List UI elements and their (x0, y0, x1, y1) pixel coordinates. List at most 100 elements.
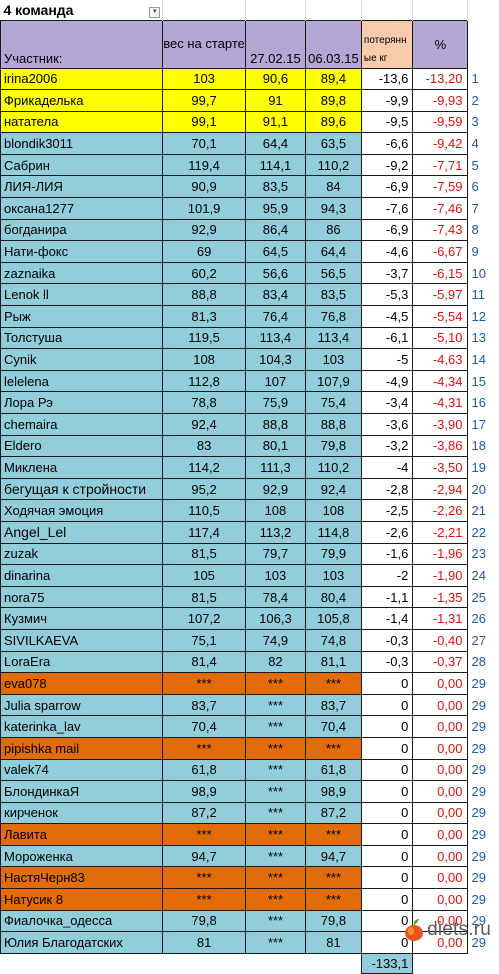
rank-cell[interactable]: 29 (468, 716, 499, 738)
rank-cell[interactable]: 18 (468, 435, 499, 457)
weight-date1-cell[interactable]: 83,5 (245, 176, 305, 198)
weight-date2-cell[interactable]: 94,3 (305, 198, 361, 220)
start-weight-cell[interactable]: 98,9 (163, 781, 246, 803)
percent-cell[interactable]: 0,00 (413, 889, 468, 911)
weight-date2-cell[interactable]: 76,8 (305, 306, 361, 328)
rank-cell[interactable]: 29 (468, 845, 499, 867)
start-weight-cell[interactable]: 75,1 (163, 629, 246, 651)
participant-name-cell[interactable]: Angel_Lel (1, 521, 163, 543)
rank-cell[interactable]: 29 (468, 694, 499, 716)
start-weight-cell[interactable]: 88,8 (163, 284, 246, 306)
header-date-2[interactable]: 06.03.15 (305, 20, 361, 68)
lost-kg-cell[interactable]: -6,1 (361, 327, 412, 349)
participant-name-cell[interactable]: Lenok ll (1, 284, 163, 306)
weight-date1-cell[interactable]: 113,2 (245, 521, 305, 543)
weight-date2-cell[interactable]: 110,2 (305, 154, 361, 176)
rank-cell[interactable]: 13 (468, 327, 499, 349)
start-weight-cell[interactable]: 70,1 (163, 133, 246, 155)
lost-kg-cell[interactable]: 0 (361, 694, 412, 716)
weight-date1-cell[interactable]: 64,4 (245, 133, 305, 155)
weight-date2-cell[interactable]: 86 (305, 219, 361, 241)
percent-cell[interactable]: 0,00 (413, 694, 468, 716)
percent-cell[interactable]: -0,40 (413, 629, 468, 651)
percent-cell[interactable]: -5,54 (413, 306, 468, 328)
lost-kg-cell[interactable]: -2,8 (361, 478, 412, 500)
header-start-weight[interactable]: вес на старте (163, 20, 246, 68)
weight-date1-cell[interactable]: *** (245, 889, 305, 911)
participant-name-cell[interactable]: ЛИЯ-ЛИЯ (1, 176, 163, 198)
lost-kg-cell[interactable]: -6,9 (361, 219, 412, 241)
lost-kg-cell[interactable]: 0 (361, 867, 412, 889)
weight-date1-cell[interactable]: *** (245, 910, 305, 932)
start-weight-cell[interactable]: 81 (163, 932, 246, 954)
rank-cell[interactable]: 6 (468, 176, 499, 198)
rank-cell[interactable]: 29 (468, 673, 499, 695)
weight-date2-cell[interactable]: 81 (305, 932, 361, 954)
start-weight-cell[interactable]: 81,5 (163, 586, 246, 608)
participant-name-cell[interactable]: оксана1277 (1, 198, 163, 220)
rank-cell[interactable]: 21 (468, 500, 499, 522)
lost-kg-cell[interactable]: -9,9 (361, 90, 412, 112)
rank-cell[interactable]: 2 (468, 90, 499, 112)
percent-cell[interactable]: -2,94 (413, 478, 468, 500)
lost-kg-cell[interactable]: -2,6 (361, 521, 412, 543)
lost-kg-cell[interactable]: -4,5 (361, 306, 412, 328)
percent-cell[interactable]: -1,35 (413, 586, 468, 608)
weight-date2-cell[interactable]: 79,9 (305, 543, 361, 565)
weight-date1-cell[interactable]: 74,9 (245, 629, 305, 651)
weight-date2-cell[interactable]: 103 (305, 349, 361, 371)
percent-cell[interactable]: -9,42 (413, 133, 468, 155)
weight-date1-cell[interactable]: 107 (245, 370, 305, 392)
weight-date2-cell[interactable]: *** (305, 824, 361, 846)
weight-date1-cell[interactable]: 113,4 (245, 327, 305, 349)
weight-date1-cell[interactable]: *** (245, 716, 305, 738)
weight-date1-cell[interactable]: 108 (245, 500, 305, 522)
start-weight-cell[interactable]: 69 (163, 241, 246, 263)
lost-kg-cell[interactable]: 0 (361, 889, 412, 911)
lost-kg-cell[interactable]: -2,5 (361, 500, 412, 522)
participant-name-cell[interactable]: eva078 (1, 673, 163, 695)
rank-cell[interactable]: 23 (468, 543, 499, 565)
rank-cell[interactable]: 20 (468, 478, 499, 500)
participant-name-cell[interactable]: Натусик 8 (1, 889, 163, 911)
weight-date1-cell[interactable]: *** (245, 867, 305, 889)
rank-cell[interactable]: 27 (468, 629, 499, 651)
percent-cell[interactable]: -1,31 (413, 608, 468, 630)
rank-cell[interactable]: 9 (468, 241, 499, 263)
lost-kg-cell[interactable]: -1,1 (361, 586, 412, 608)
weight-date2-cell[interactable]: 114,8 (305, 521, 361, 543)
participant-name-cell[interactable]: БлондинкаЯ (1, 781, 163, 803)
participant-name-cell[interactable]: Мороженка (1, 845, 163, 867)
rank-cell[interactable]: 3 (468, 111, 499, 133)
weight-date2-cell[interactable]: 75,4 (305, 392, 361, 414)
percent-cell[interactable]: -5,97 (413, 284, 468, 306)
percent-cell[interactable]: -3,50 (413, 457, 468, 479)
start-weight-cell[interactable]: 99,1 (163, 111, 246, 133)
participant-name-cell[interactable]: Фрикаделька (1, 90, 163, 112)
start-weight-cell[interactable]: 83,7 (163, 694, 246, 716)
rank-cell[interactable]: 24 (468, 565, 499, 587)
participant-name-cell[interactable]: Фиалочка_одесса (1, 910, 163, 932)
participant-name-cell[interactable]: nora75 (1, 586, 163, 608)
start-weight-cell[interactable]: 94,7 (163, 845, 246, 867)
header-name[interactable]: Участник: (1, 20, 163, 68)
weight-date2-cell[interactable]: 94,7 (305, 845, 361, 867)
weight-date2-cell[interactable]: 61,8 (305, 759, 361, 781)
weight-date1-cell[interactable]: 82 (245, 651, 305, 673)
lost-kg-cell[interactable]: 0 (361, 673, 412, 695)
participant-name-cell[interactable]: богданира (1, 219, 163, 241)
header-percent[interactable]: % (413, 20, 468, 68)
weight-date1-cell[interactable]: 75,9 (245, 392, 305, 414)
lost-kg-cell[interactable]: -4,9 (361, 370, 412, 392)
lost-kg-cell[interactable]: -3,7 (361, 262, 412, 284)
weight-date2-cell[interactable]: 84 (305, 176, 361, 198)
percent-cell[interactable]: -5,10 (413, 327, 468, 349)
lost-kg-cell[interactable]: -2 (361, 565, 412, 587)
rank-cell[interactable]: 29 (468, 759, 499, 781)
lost-kg-cell[interactable]: -4,6 (361, 241, 412, 263)
participant-name-cell[interactable]: Лавита (1, 824, 163, 846)
lost-kg-cell[interactable]: 0 (361, 824, 412, 846)
participant-name-cell[interactable]: Сабрин (1, 154, 163, 176)
rank-cell[interactable]: 15 (468, 370, 499, 392)
lost-kg-cell[interactable]: -6,6 (361, 133, 412, 155)
